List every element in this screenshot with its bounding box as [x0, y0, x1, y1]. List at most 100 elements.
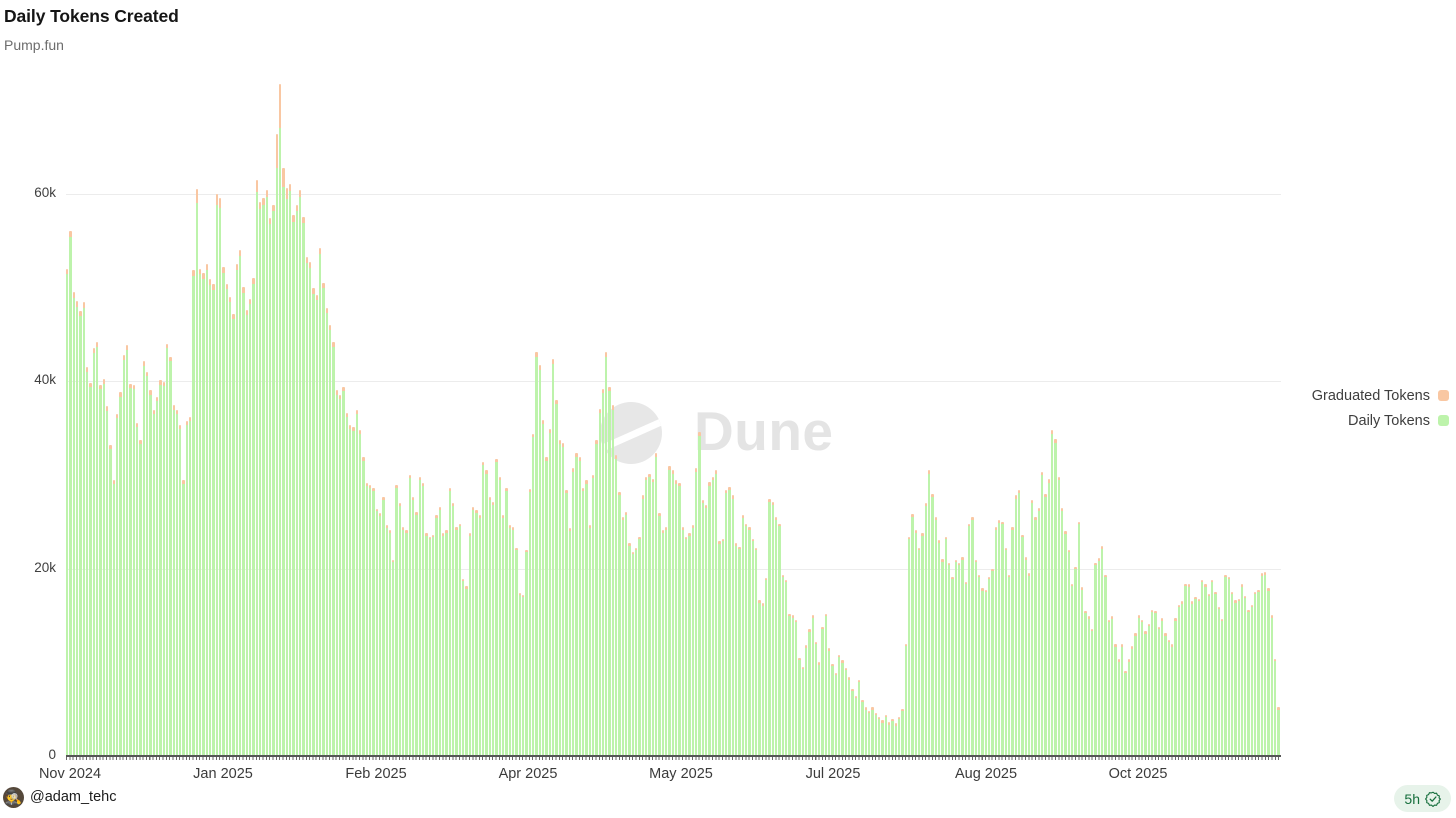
bar[interactable]: [442, 532, 445, 756]
bar[interactable]: [1034, 516, 1037, 756]
bar[interactable]: [1117, 659, 1121, 756]
bar[interactable]: [555, 399, 558, 756]
bar[interactable]: [804, 645, 808, 756]
bar[interactable]: [1177, 605, 1180, 756]
bar[interactable]: [249, 298, 252, 756]
bar[interactable]: [904, 643, 908, 756]
bar[interactable]: [105, 406, 109, 756]
bar[interactable]: [1214, 591, 1217, 756]
bar[interactable]: [821, 626, 824, 756]
bar[interactable]: [621, 516, 625, 756]
bar[interactable]: [1184, 583, 1187, 756]
bar[interactable]: [918, 547, 921, 756]
bar[interactable]: [152, 410, 155, 756]
bar[interactable]: [1004, 547, 1007, 756]
bar[interactable]: [305, 257, 308, 756]
bar[interactable]: [492, 501, 495, 756]
bar[interactable]: [511, 527, 515, 756]
bar[interactable]: [977, 575, 981, 756]
bar[interactable]: [954, 560, 957, 756]
bar[interactable]: [388, 530, 392, 756]
bar[interactable]: [202, 273, 205, 756]
bar[interactable]: [1131, 646, 1134, 756]
bar[interactable]: [475, 510, 478, 756]
bar[interactable]: [888, 722, 891, 756]
bar[interactable]: [89, 382, 92, 756]
bar[interactable]: [265, 189, 269, 756]
bar[interactable]: [385, 525, 388, 756]
bar[interactable]: [458, 523, 462, 756]
bar[interactable]: [911, 514, 914, 756]
bar[interactable]: [355, 410, 358, 756]
bar[interactable]: [1274, 658, 1277, 756]
bar[interactable]: [498, 476, 501, 756]
bar[interactable]: [1227, 576, 1230, 756]
bar[interactable]: [1277, 707, 1280, 756]
bar[interactable]: [628, 543, 631, 756]
bar[interactable]: [535, 351, 538, 756]
bar[interactable]: [1267, 588, 1270, 756]
bar[interactable]: [212, 284, 215, 756]
bar[interactable]: [655, 453, 658, 756]
bar[interactable]: [984, 590, 987, 756]
bar[interactable]: [1037, 507, 1041, 756]
bar[interactable]: [558, 440, 561, 756]
bar[interactable]: [734, 543, 738, 756]
bar[interactable]: [1107, 620, 1111, 756]
bar[interactable]: [255, 180, 259, 756]
bar[interactable]: [179, 425, 182, 756]
bar[interactable]: [758, 600, 761, 756]
bar[interactable]: [1234, 600, 1237, 756]
bar[interactable]: [262, 198, 265, 756]
bar[interactable]: [485, 470, 488, 756]
bar[interactable]: [838, 654, 841, 756]
bar[interactable]: [1190, 601, 1194, 756]
bar[interactable]: [934, 516, 937, 756]
bar[interactable]: [395, 485, 398, 756]
bar[interactable]: [1104, 575, 1107, 756]
bar[interactable]: [468, 532, 472, 756]
bar[interactable]: [358, 429, 362, 756]
bar[interactable]: [302, 216, 305, 756]
bar[interactable]: [851, 688, 854, 756]
bar[interactable]: [72, 291, 75, 756]
bar[interactable]: [1207, 593, 1210, 756]
bar[interactable]: [352, 426, 355, 756]
bar[interactable]: [132, 384, 135, 756]
bar[interactable]: [575, 453, 578, 756]
bar[interactable]: [565, 489, 568, 756]
bar[interactable]: [315, 294, 318, 756]
bar[interactable]: [1224, 575, 1227, 756]
bar[interactable]: [881, 720, 884, 756]
bar[interactable]: [125, 345, 129, 756]
bar[interactable]: [142, 361, 145, 756]
bar[interactable]: [608, 386, 611, 756]
bar[interactable]: [219, 198, 222, 756]
bar[interactable]: [225, 283, 229, 756]
bar[interactable]: [1230, 591, 1234, 756]
bar[interactable]: [1164, 633, 1167, 756]
bar[interactable]: [981, 588, 984, 756]
bar[interactable]: [292, 215, 295, 756]
bar[interactable]: [375, 508, 378, 756]
bar[interactable]: [159, 380, 162, 756]
bar[interactable]: [635, 547, 638, 756]
bar[interactable]: [1137, 615, 1140, 756]
bar[interactable]: [422, 483, 425, 756]
bar[interactable]: [368, 485, 372, 756]
bar[interactable]: [1237, 598, 1240, 756]
bar[interactable]: [1257, 590, 1260, 756]
bar[interactable]: [751, 538, 754, 756]
bar[interactable]: [1264, 572, 1267, 756]
bar[interactable]: [808, 629, 811, 756]
bar[interactable]: [1260, 573, 1264, 756]
bar[interactable]: [994, 527, 997, 756]
bar[interactable]: [658, 513, 661, 756]
bar[interactable]: [718, 541, 721, 756]
bar[interactable]: [874, 712, 878, 756]
bar[interactable]: [66, 268, 69, 756]
bar[interactable]: [768, 499, 771, 756]
bar[interactable]: [1247, 609, 1250, 756]
bar[interactable]: [1091, 628, 1094, 756]
bar[interactable]: [129, 383, 132, 756]
